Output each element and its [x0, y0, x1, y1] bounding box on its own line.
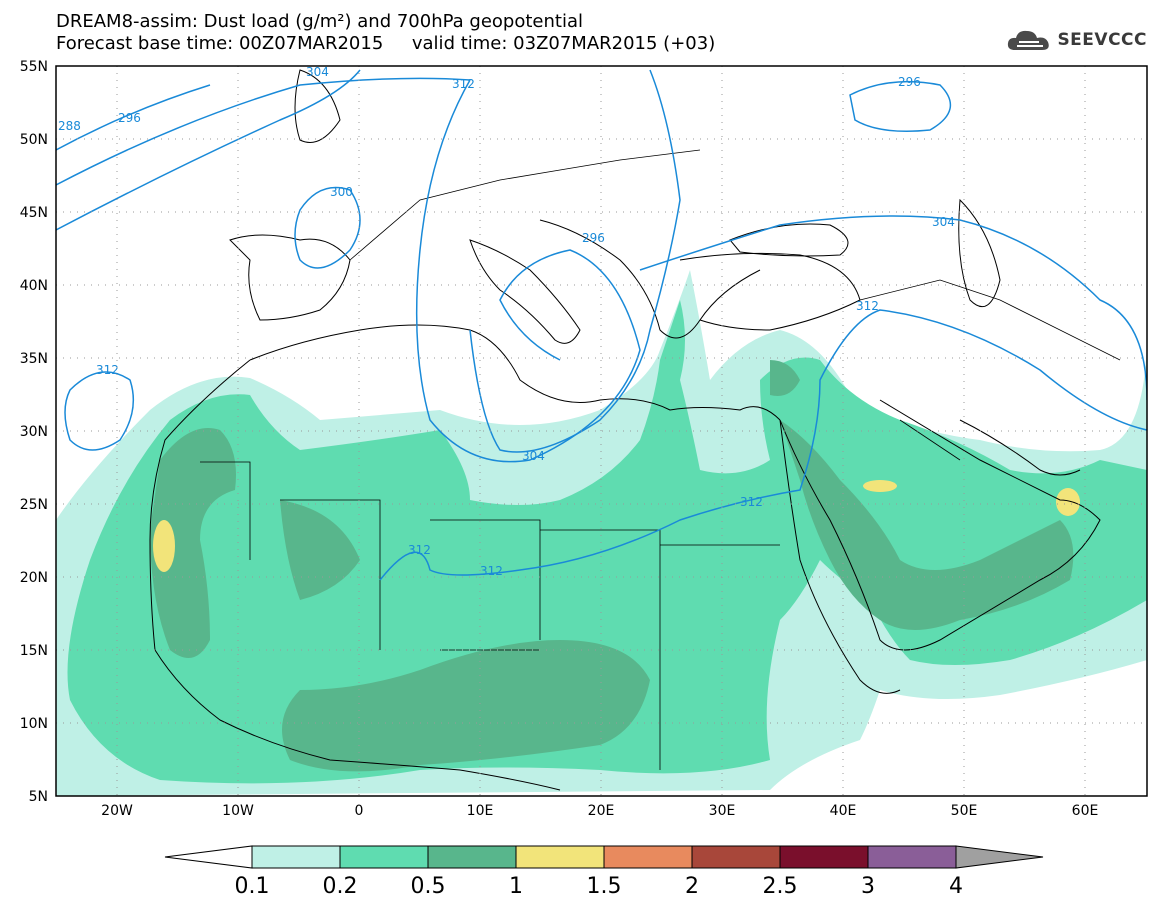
- contour-label: 296: [582, 231, 605, 245]
- colorbar-tick: 4: [949, 874, 963, 899]
- colorbar-min-triangle: [164, 845, 253, 869]
- lat-label: 50N: [20, 132, 48, 148]
- lon-label: 0: [355, 803, 364, 819]
- colorbar-swatch: [691, 845, 781, 869]
- coast-iberia-africa: [229, 234, 351, 321]
- coast-red-sea-arabia: [779, 399, 1101, 651]
- colorbar-tick: 0.1: [235, 874, 270, 899]
- seevccc-logo: SEEVCCC: [1005, 26, 1147, 54]
- contour-label: 296: [118, 111, 141, 125]
- contour-label: 296: [898, 75, 921, 89]
- lat-label: 10N: [20, 716, 48, 732]
- contour-loop-iberia: [294, 186, 361, 269]
- lat-label: 20N: [20, 570, 48, 586]
- lat-label: 55N: [20, 59, 48, 75]
- lon-label: 50E: [951, 803, 978, 819]
- dust-area-high: [150, 360, 1074, 772]
- lat-label: 30N: [20, 424, 48, 440]
- contour-ridge-304: [639, 215, 1147, 401]
- contour-304-sahara: [469, 69, 681, 453]
- colorbar-swatch: [427, 845, 517, 869]
- colorbar-tick: 3: [861, 874, 875, 899]
- map-subtitle: Forecast base time: 00Z07MAR2015 valid t…: [56, 33, 716, 54]
- contour-trough-med: [415, 79, 641, 463]
- contour-label: 312: [96, 363, 119, 377]
- contour-label: 312: [856, 299, 879, 313]
- contour-label: 312: [740, 495, 763, 509]
- coast-balkans-greece: [539, 219, 761, 339]
- graticule: [56, 66, 1147, 796]
- lon-label: 40E: [830, 803, 857, 819]
- logo-text: SEEVCCC: [1057, 30, 1147, 50]
- lon-label: 30E: [709, 803, 736, 819]
- colorbar-tick: 2.5: [763, 874, 798, 899]
- colorbar-swatch: [603, 845, 693, 869]
- colorbar-ticks: 0.1 0.2 0.5 1 1.5 2 2.5 3 4: [235, 874, 964, 899]
- contour-line-nw-3: [56, 69, 361, 231]
- colorbar: [164, 845, 1044, 869]
- contour-label: 304: [932, 215, 955, 229]
- contour-ridge-312: [379, 309, 1147, 581]
- lon-axis: 20W 10W 0 10E 20E 30E 40E 50E 60E: [101, 803, 1098, 819]
- coast-persian-gulf: [959, 419, 1081, 476]
- colorbar-swatch: [339, 845, 429, 869]
- geopotential-contours: [56, 69, 1147, 581]
- lat-label: 40N: [20, 278, 48, 294]
- colorbar-tick: 1.5: [587, 874, 622, 899]
- contour-label: 312: [408, 543, 431, 557]
- contour-label: 300: [330, 185, 353, 199]
- dust-field: [56, 270, 1147, 796]
- contour-label: 288: [58, 119, 81, 133]
- contour-label: 304: [306, 65, 329, 79]
- coast-italy: [469, 239, 581, 344]
- coast-uk: [294, 69, 341, 143]
- coast-black-sea: [729, 223, 849, 257]
- contour-label: 312: [480, 564, 503, 578]
- lat-label: 25N: [20, 497, 48, 513]
- dust-area-mid: [67, 300, 1147, 784]
- coast-caspian: [958, 198, 1001, 308]
- lat-axis: 55N 50N 45N 40N 35N 30N 25N 20N 15N 10N …: [20, 59, 48, 805]
- colorbar-tick: 0.5: [411, 874, 446, 899]
- colorbar-tick: 2: [685, 874, 699, 899]
- lon-label: 20E: [588, 803, 615, 819]
- cloud-icon: [1008, 30, 1050, 50]
- map-frame: [55, 65, 1148, 797]
- contour-loop-atlantic: [64, 371, 135, 451]
- lon-label: 10E: [467, 803, 494, 819]
- colorbar-swatch: [867, 845, 957, 869]
- colorbar-swatch: [515, 845, 605, 869]
- lon-label: 10W: [222, 803, 254, 819]
- colorbar-max-triangle: [955, 845, 1044, 869]
- dust-peak-mauritania: [153, 520, 175, 572]
- contour-label: 312: [452, 77, 475, 91]
- lat-label: 15N: [20, 643, 48, 659]
- contour-line-nw-2: [56, 77, 471, 186]
- map-title: DREAM8-assim: Dust load (g/m²) and 700hP…: [56, 11, 583, 32]
- dust-peak-oman: [1056, 488, 1080, 516]
- colorbar-tick: 0.2: [323, 874, 358, 899]
- colorbar-swatch: [251, 845, 341, 869]
- contour-line-nw-1: [56, 84, 211, 151]
- coast-africa-horn: [779, 419, 901, 694]
- colorbar-swatch: [779, 845, 869, 869]
- lon-label: 60E: [1072, 803, 1099, 819]
- contour-loop-caspian: [849, 80, 952, 132]
- lon-label: 20W: [101, 803, 133, 819]
- dust-peak-arabia: [863, 480, 897, 492]
- contour-label: 304: [522, 449, 545, 463]
- colorbar-tick: 1: [509, 874, 523, 899]
- lat-label: 35N: [20, 351, 48, 367]
- contour-labels: 304 312 296 288 296 300 296 304 304 312 …: [58, 65, 955, 578]
- coastlines: [149, 69, 1121, 791]
- lat-label: 5N: [29, 789, 48, 805]
- coast-north-africa: [249, 324, 781, 421]
- coast-west-africa: [149, 359, 561, 791]
- country-borders-europe-asia: [349, 149, 1121, 461]
- lat-label: 45N: [20, 205, 48, 221]
